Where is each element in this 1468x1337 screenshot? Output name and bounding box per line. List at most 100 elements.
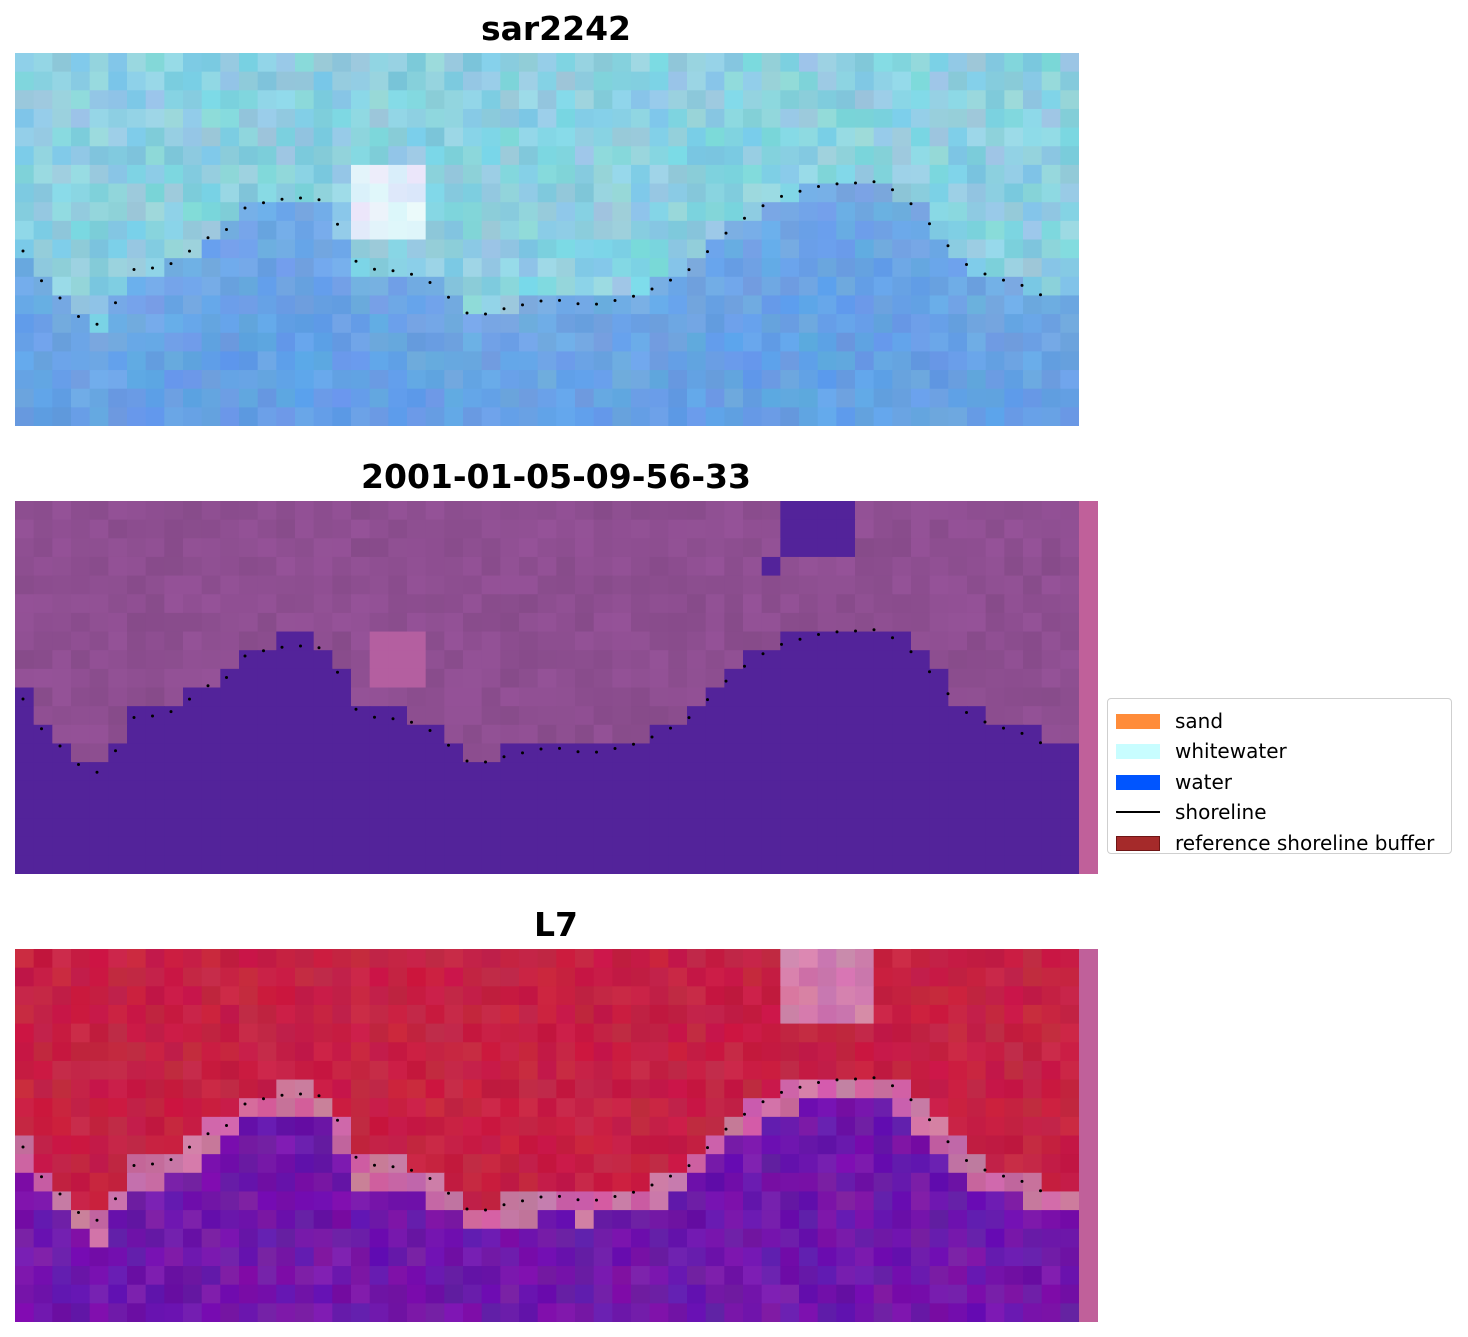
pixel xyxy=(481,351,501,371)
pixel xyxy=(15,220,35,241)
pixel xyxy=(1004,687,1024,707)
pixel xyxy=(985,220,1005,241)
pixel xyxy=(519,1023,539,1043)
pixel xyxy=(52,1228,72,1248)
pixel xyxy=(15,90,35,110)
pixel xyxy=(108,1303,128,1322)
pixel xyxy=(127,762,147,782)
pixel xyxy=(444,351,464,371)
pixel xyxy=(295,650,315,670)
shoreline-point xyxy=(58,744,62,748)
pixel xyxy=(71,90,91,110)
pixel xyxy=(668,1228,688,1248)
pixel xyxy=(276,146,296,166)
pixel xyxy=(1060,239,1079,259)
pixel xyxy=(313,1303,333,1322)
pixel xyxy=(799,967,819,987)
pixel xyxy=(388,370,408,390)
pixel xyxy=(1023,519,1043,539)
pixel xyxy=(649,1228,669,1248)
pixel xyxy=(873,687,893,707)
pixel xyxy=(911,276,931,297)
pixel xyxy=(220,949,240,969)
pixel xyxy=(836,1284,856,1304)
shoreline-point xyxy=(21,1145,25,1149)
pixel xyxy=(799,332,819,352)
pixel xyxy=(519,538,539,558)
pixel xyxy=(500,1154,520,1174)
pixel xyxy=(481,1060,501,1081)
pixel xyxy=(537,780,557,800)
pixel xyxy=(220,1079,240,1099)
pixel xyxy=(388,706,408,726)
pixel xyxy=(500,1079,520,1099)
pixel xyxy=(481,146,501,166)
pixel xyxy=(817,1079,837,1099)
pixel xyxy=(1041,71,1061,91)
pixel xyxy=(145,1023,165,1043)
pixel xyxy=(556,799,576,819)
pixel xyxy=(425,351,445,371)
pixel xyxy=(1041,276,1061,297)
pixel xyxy=(612,612,632,633)
pixel xyxy=(556,1284,576,1304)
shoreline-point xyxy=(891,188,894,192)
pixel xyxy=(892,501,912,521)
pixel xyxy=(743,631,763,651)
pixel xyxy=(948,1154,968,1174)
pixel xyxy=(780,575,800,595)
pixel xyxy=(817,127,837,147)
pixel xyxy=(89,220,109,241)
pixel xyxy=(15,1135,35,1155)
pixel xyxy=(855,949,875,969)
pixel xyxy=(612,1228,632,1248)
pixel xyxy=(948,949,968,969)
pixel xyxy=(276,407,296,426)
pixel xyxy=(817,1284,837,1304)
shoreline-point xyxy=(724,231,728,235)
shoreline-point xyxy=(502,1203,506,1207)
pixel xyxy=(836,1116,856,1137)
pixel xyxy=(257,71,277,91)
pixel xyxy=(164,127,184,147)
pixel xyxy=(855,164,875,185)
pixel xyxy=(743,668,763,689)
pixel xyxy=(220,1266,240,1286)
pixel xyxy=(164,370,184,390)
pixel xyxy=(649,1191,669,1211)
pixel xyxy=(313,1284,333,1304)
pixel xyxy=(407,53,427,73)
pixel xyxy=(537,53,557,73)
pixel xyxy=(463,1247,483,1267)
pixel xyxy=(799,1247,819,1267)
pixel xyxy=(145,183,165,203)
pixel xyxy=(257,351,277,371)
shoreline-point xyxy=(225,676,228,679)
pixel xyxy=(183,1247,203,1267)
pixel xyxy=(369,1079,389,1099)
pixel xyxy=(425,1303,445,1322)
pixel xyxy=(705,575,725,595)
pixel xyxy=(873,706,893,726)
pixel xyxy=(593,612,613,633)
pixel xyxy=(351,1116,371,1137)
pixel xyxy=(985,239,1005,259)
pixel xyxy=(855,631,875,651)
pixel xyxy=(649,1135,669,1155)
pixel xyxy=(593,967,613,987)
pixel xyxy=(537,108,557,129)
pixel xyxy=(948,1284,968,1304)
pixel xyxy=(220,1116,240,1137)
pixel xyxy=(911,220,931,241)
pixel xyxy=(855,1023,875,1043)
pixel xyxy=(575,1228,595,1248)
pixel xyxy=(239,1210,259,1230)
pixel xyxy=(239,53,259,73)
pixel xyxy=(239,1079,259,1099)
pixel xyxy=(425,1266,445,1286)
pixel xyxy=(313,762,333,782)
pixel xyxy=(724,1098,744,1118)
pixel xyxy=(743,1116,763,1137)
pixel xyxy=(761,127,781,147)
pixel xyxy=(631,538,651,558)
